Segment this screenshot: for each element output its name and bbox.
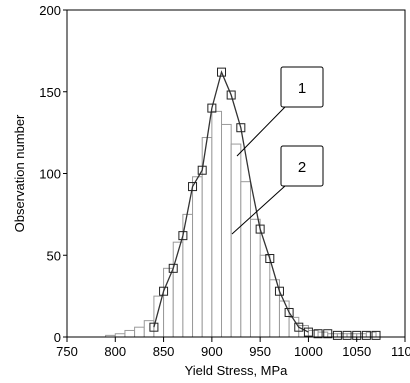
x-tick-label: 800 — [104, 344, 126, 359]
fit-curve-group — [153, 70, 309, 333]
data-marker — [323, 329, 333, 339]
histogram-bar — [249, 218, 261, 338]
data-marker — [274, 286, 284, 296]
histogram-bar — [230, 143, 242, 338]
histogram-bar — [124, 329, 136, 338]
data-marker — [178, 231, 188, 241]
data-marker — [255, 224, 265, 234]
y-tick-label: 0 — [54, 330, 61, 345]
callout-2: 2 — [231, 145, 324, 235]
histogram-bars — [105, 110, 377, 338]
data-marker — [149, 322, 159, 332]
x-tick-label: 850 — [153, 344, 175, 359]
data-marker — [226, 90, 236, 100]
y-axis-ticks: 0 50 100 150 200 — [39, 3, 67, 345]
data-marker — [371, 330, 381, 340]
callout-leader-2 — [231, 185, 286, 235]
data-marker — [236, 123, 246, 133]
data-marker — [284, 307, 294, 317]
x-axis-title: Yield Stress, MPa — [185, 363, 289, 378]
callout-1: 1 — [236, 66, 324, 157]
histogram-bar — [221, 123, 232, 338]
x-tick-label: 950 — [249, 344, 271, 359]
x-tick-label: 1000 — [294, 344, 323, 359]
data-marker — [332, 330, 342, 340]
data-marker — [265, 254, 275, 264]
histogram-bar — [278, 300, 290, 338]
data-marker — [197, 165, 207, 175]
callout-box-2 — [280, 145, 324, 187]
y-tick-label: 50 — [47, 248, 61, 263]
histogram-bar — [192, 176, 203, 338]
histogram-bar — [134, 326, 145, 338]
y-tick-label: 200 — [39, 3, 61, 18]
data-marker — [361, 330, 371, 340]
histogram-bar — [317, 331, 329, 338]
x-tick-label: 900 — [201, 344, 223, 359]
histogram-bar — [240, 181, 251, 338]
data-marker — [217, 67, 227, 77]
y-axis-title: Observation number — [12, 114, 27, 232]
data-marker — [207, 103, 217, 113]
data-marker — [294, 322, 304, 332]
histogram-bar — [365, 331, 377, 338]
histogram-bar — [201, 137, 213, 338]
data-marker — [303, 327, 313, 337]
histogram-bar — [259, 254, 271, 338]
histogram-bar — [211, 110, 223, 338]
y-tick-label: 150 — [39, 85, 61, 100]
fit-curve — [153, 70, 309, 333]
x-tick-label: 750 — [56, 344, 78, 359]
callout-label-1: 1 — [298, 80, 306, 97]
callout-label-2: 2 — [298, 159, 306, 176]
data-marker — [313, 329, 323, 339]
callout-leader-1 — [236, 106, 286, 157]
data-marker — [342, 330, 352, 340]
y-tick-label: 100 — [39, 167, 61, 182]
histogram-bar — [182, 213, 194, 338]
x-tick-label: 1050 — [342, 344, 371, 359]
data-marker — [168, 263, 178, 273]
data-marker — [159, 286, 169, 296]
callout-box-1 — [280, 66, 324, 108]
data-marker — [188, 182, 198, 192]
histogram-bar — [172, 241, 184, 338]
